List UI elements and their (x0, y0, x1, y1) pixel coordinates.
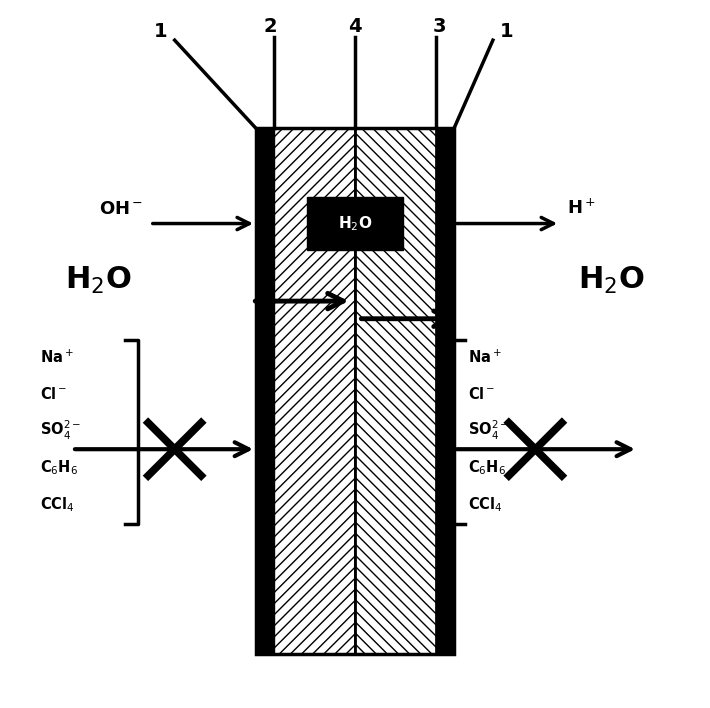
Text: 1: 1 (153, 21, 168, 40)
Text: H$_2$O: H$_2$O (338, 215, 372, 233)
Text: 3: 3 (433, 16, 447, 35)
Text: SO$_4^{2-}$: SO$_4^{2-}$ (40, 419, 82, 442)
Text: Na$^+$: Na$^+$ (40, 349, 74, 366)
Text: H$_2$O: H$_2$O (579, 264, 645, 295)
Polygon shape (256, 128, 273, 653)
Text: 4: 4 (348, 16, 362, 35)
Polygon shape (273, 128, 355, 653)
Text: H$_2$O: H$_2$O (65, 264, 131, 295)
Text: OH$^-$: OH$^-$ (99, 200, 143, 218)
Text: Na$^+$: Na$^+$ (468, 349, 502, 366)
Text: Cl$^-$: Cl$^-$ (40, 386, 67, 402)
Text: 2: 2 (263, 16, 277, 35)
Text: 1: 1 (501, 21, 514, 40)
Text: CCl$_4$: CCl$_4$ (468, 495, 503, 513)
Text: Cl$^-$: Cl$^-$ (468, 386, 496, 402)
Text: CCl$_4$: CCl$_4$ (40, 495, 75, 513)
Text: H$^+$: H$^+$ (567, 198, 596, 218)
Text: C$_6$H$_6$: C$_6$H$_6$ (468, 458, 506, 477)
Polygon shape (355, 128, 437, 653)
Text: SO$_4^{2-}$: SO$_4^{2-}$ (468, 419, 509, 442)
Text: C$_6$H$_6$: C$_6$H$_6$ (40, 458, 78, 477)
FancyBboxPatch shape (307, 197, 403, 250)
Polygon shape (437, 128, 454, 653)
